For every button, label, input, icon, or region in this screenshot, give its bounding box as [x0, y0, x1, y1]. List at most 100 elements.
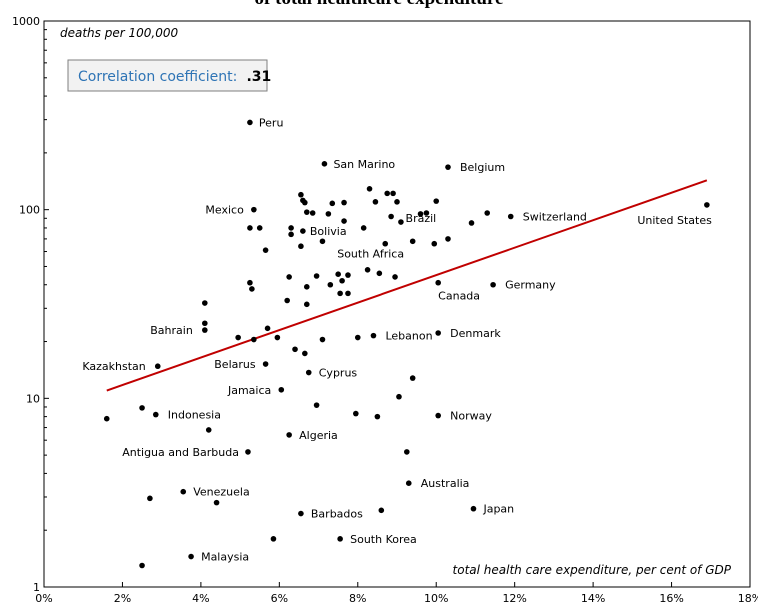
- plot-area: [43, 20, 751, 588]
- data-point: [247, 279, 253, 286]
- x-axis: 0% 2% 4% 6% 8% 10% 12% 14% 16% 18%: [35, 582, 758, 605]
- point-label-belarus: Belarus: [214, 358, 256, 371]
- data-point: [366, 186, 373, 192]
- data-point: [298, 243, 304, 250]
- data-point: [390, 190, 396, 197]
- point-label-norway: Norway: [450, 410, 492, 423]
- point-label-south-africa: South Africa: [337, 248, 404, 261]
- data-point: [384, 190, 390, 197]
- y-tick-label: 1: [33, 581, 40, 594]
- data-point: [292, 346, 298, 353]
- data-point: [302, 199, 308, 206]
- correlation-value: .31: [246, 69, 271, 85]
- x-tick-label: 12%: [502, 592, 526, 605]
- data-point-kazakhstan: [154, 363, 161, 370]
- data-point: [484, 210, 491, 216]
- point-label-jamaica: Jamaica: [227, 384, 271, 397]
- data-point: [325, 211, 332, 217]
- point-label-indonesia: Indonesia: [168, 409, 221, 422]
- data-point: [327, 281, 334, 288]
- data-point-australia: [405, 480, 412, 486]
- data-point-bolivia: [300, 228, 306, 234]
- point-label-australia: Australia: [421, 477, 470, 490]
- data-point: [409, 238, 416, 245]
- data-point: [396, 393, 402, 400]
- data-point: [360, 225, 367, 231]
- data-point: [398, 219, 404, 225]
- point-label-cyprus: Cyprus: [319, 367, 358, 380]
- data-point: [235, 334, 241, 341]
- data-point: [309, 210, 316, 216]
- correlation-label: Correlation coefficient:: [78, 69, 237, 85]
- point-label-peru: Peru: [259, 116, 284, 129]
- data-point: [335, 271, 341, 277]
- data-point-germany: [490, 281, 496, 288]
- y-tick-label: 100: [19, 204, 40, 217]
- point-label-south-korea: South Korea: [350, 533, 417, 546]
- data-point: [139, 405, 145, 411]
- y-axis: 1 10 100 1000: [12, 15, 49, 594]
- trend-line: [106, 179, 708, 392]
- data-point-belgium: [445, 164, 451, 170]
- data-point: [103, 415, 110, 422]
- point-label-bolivia: Bolivia: [310, 225, 347, 238]
- data-point-south-africa: [382, 240, 389, 247]
- data-point-cyprus: [305, 369, 312, 376]
- correlation-box-frame: [67, 59, 268, 92]
- data-point: [431, 240, 438, 247]
- data-point: [468, 220, 475, 226]
- data-point: [388, 213, 394, 220]
- data-points: [103, 119, 710, 569]
- data-point-antigua-and-barbuda: [245, 449, 251, 455]
- data-point-lebanon: [370, 332, 377, 339]
- y-tick-label: 10: [26, 392, 40, 405]
- point-label-switzerland: Switzerland: [523, 210, 587, 223]
- data-point-denmark: [435, 330, 441, 336]
- data-point-united-states: [704, 202, 710, 208]
- data-point: [247, 225, 253, 231]
- data-point: [256, 225, 263, 231]
- data-point: [147, 495, 153, 502]
- data-point: [249, 286, 255, 292]
- point-label-venezuela: Venezuela: [193, 486, 250, 499]
- data-point-barbados: [298, 510, 304, 517]
- x-tick-label: 14%: [581, 592, 605, 605]
- data-point: [433, 198, 440, 204]
- data-point: [337, 290, 343, 297]
- point-label-antigua-and-barbuda: Antigua and Barbuda: [122, 446, 239, 459]
- data-point: [262, 247, 269, 253]
- data-point: [341, 218, 347, 224]
- data-point: [345, 290, 351, 297]
- data-point-san-marino: [321, 161, 328, 167]
- point-label-san-marino: San Marino: [333, 158, 395, 171]
- data-point: [205, 427, 212, 433]
- data-point: [298, 191, 304, 198]
- data-point: [274, 334, 281, 341]
- data-point: [313, 402, 320, 408]
- data-point-peru: [247, 119, 253, 126]
- data-point-malaysia: [188, 553, 194, 560]
- point-label-canada: Canada: [438, 290, 480, 303]
- data-point: [284, 297, 290, 304]
- data-point: [319, 336, 326, 343]
- data-point: [213, 499, 220, 506]
- data-point-japan: [470, 505, 477, 512]
- y-tick-label: 1000: [12, 15, 40, 28]
- data-point-mexico: [251, 206, 257, 213]
- data-point: [303, 284, 310, 290]
- data-point: [251, 336, 257, 343]
- x-tick-label: 2%: [114, 592, 131, 605]
- x-tick-label: 10%: [424, 592, 448, 605]
- data-point-south-korea: [337, 536, 343, 542]
- data-point: [354, 334, 361, 341]
- point-label-barbados: Barbados: [311, 508, 363, 521]
- x-tick-label: 8%: [349, 592, 366, 605]
- point-labels: Peru San Marino Belgium Mexico Brazil Switzer…: [82, 116, 712, 563]
- data-point: [139, 562, 145, 569]
- data-point: [329, 200, 336, 207]
- data-point: [364, 267, 371, 273]
- data-point: [270, 536, 277, 542]
- data-point-canada: [435, 279, 441, 286]
